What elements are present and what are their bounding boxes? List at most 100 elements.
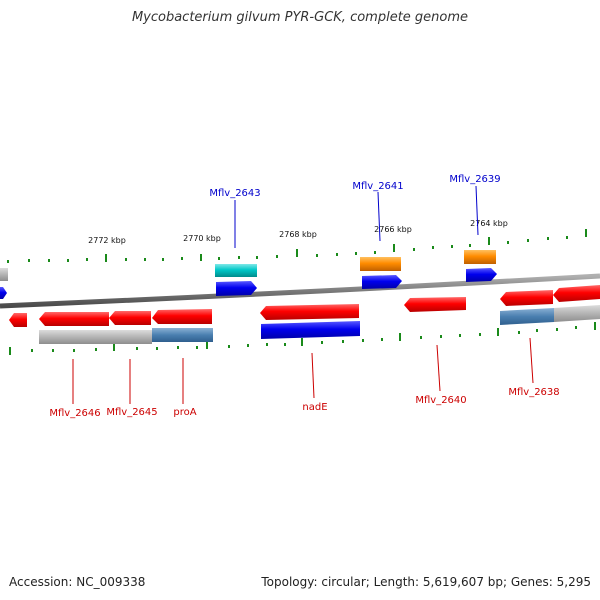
gene-arrow[interactable] — [0, 287, 7, 299]
minor-tick — [266, 343, 268, 346]
gene-arrow[interactable] — [404, 297, 466, 312]
minor-tick — [162, 258, 164, 261]
gene-block[interactable] — [360, 257, 401, 271]
gene-arrow[interactable] — [39, 312, 109, 326]
minor-tick — [218, 257, 220, 260]
minor-tick — [432, 246, 434, 249]
minor-tick — [196, 346, 198, 349]
minor-tick — [566, 236, 568, 239]
minor-tick — [374, 251, 376, 254]
minor-tick — [336, 253, 338, 256]
major-tick — [393, 244, 395, 252]
minor-tick — [420, 336, 422, 339]
minor-tick — [479, 333, 481, 336]
gene-label[interactable]: Mflv_2643 — [209, 188, 260, 199]
scale-label: 2770 kbp — [183, 234, 221, 243]
major-tick — [296, 249, 298, 257]
gene-block[interactable] — [261, 321, 360, 339]
gene-arrow[interactable] — [362, 275, 402, 289]
gene-label[interactable]: nadE — [302, 402, 327, 413]
gene-arrow[interactable] — [9, 313, 27, 327]
minor-tick — [321, 341, 323, 344]
minor-tick — [362, 339, 364, 342]
genome-title: Mycobacterium gilvum PYR-GCK, complete g… — [131, 10, 469, 25]
minor-tick — [86, 258, 88, 261]
major-tick — [594, 322, 596, 330]
major-tick — [200, 254, 202, 261]
minor-tick — [136, 347, 138, 350]
gene-arrow[interactable] — [553, 285, 600, 302]
scale-label: 2766 kbp — [374, 225, 412, 234]
accession-label: Accession: NC_009338 — [9, 575, 146, 589]
gene-block[interactable] — [109, 330, 152, 344]
minor-tick — [95, 348, 97, 351]
minor-tick — [125, 258, 127, 261]
minor-tick — [547, 237, 549, 240]
gene-block[interactable] — [0, 268, 8, 281]
gene-arrow[interactable] — [152, 309, 212, 324]
minor-tick — [247, 344, 249, 347]
callout-line — [436, 344, 441, 392]
gene-label[interactable]: Mflv_2641 — [352, 181, 403, 192]
gene-block[interactable] — [215, 264, 257, 277]
reverse-genes — [9, 285, 600, 344]
minor-tick — [181, 257, 183, 260]
gene-label[interactable]: Mflv_2638 — [508, 387, 559, 398]
gene-label[interactable]: Mflv_2640 — [415, 395, 466, 406]
minor-tick — [156, 347, 158, 350]
gene-label[interactable]: Mflv_2646 — [49, 408, 100, 419]
minor-tick — [469, 244, 471, 247]
gene-block[interactable] — [152, 328, 213, 342]
minor-tick — [31, 349, 33, 352]
minor-tick — [67, 259, 69, 262]
major-tick — [113, 343, 115, 351]
genome-backbone — [0, 273, 600, 309]
callout-line — [529, 337, 534, 384]
gene-block[interactable] — [39, 330, 109, 344]
minor-tick — [276, 255, 278, 258]
gene-block[interactable] — [464, 250, 496, 264]
gene-arrow[interactable] — [466, 268, 497, 282]
minor-tick — [238, 256, 240, 259]
minor-tick — [459, 334, 461, 337]
major-tick — [399, 333, 401, 341]
scale-ruler-lower — [9, 322, 596, 355]
gene-label[interactable]: Mflv_2645 — [106, 407, 157, 418]
callout-line — [475, 185, 479, 236]
minor-tick — [144, 258, 146, 261]
minor-tick — [536, 329, 538, 332]
gene-arrow[interactable] — [500, 290, 553, 306]
minor-tick — [355, 252, 357, 255]
major-tick — [9, 347, 11, 355]
minor-tick — [440, 335, 442, 338]
minor-tick — [256, 256, 258, 259]
minor-tick — [518, 331, 520, 334]
major-tick — [105, 254, 107, 262]
gene-arrow[interactable] — [109, 311, 151, 325]
major-tick — [497, 328, 499, 336]
minor-tick — [284, 343, 286, 346]
gene-block[interactable] — [500, 308, 554, 325]
forward-genes — [0, 250, 497, 299]
minor-tick — [28, 259, 30, 262]
gene-label[interactable]: Mflv_2639 — [449, 174, 500, 185]
minor-tick — [7, 260, 9, 263]
gene-arrow[interactable] — [260, 304, 359, 320]
scale-label: 2764 kbp — [470, 219, 508, 228]
gene-arrow[interactable] — [216, 281, 257, 296]
minor-tick — [451, 245, 453, 248]
gene-label[interactable]: proA — [173, 407, 196, 418]
minor-tick — [48, 259, 50, 262]
minor-tick — [575, 326, 577, 329]
minor-tick — [177, 346, 179, 349]
major-tick — [488, 237, 490, 245]
major-tick — [206, 341, 208, 349]
minor-tick — [556, 328, 558, 331]
gene-block[interactable] — [554, 305, 600, 322]
minor-tick — [527, 239, 529, 242]
minor-tick — [381, 338, 383, 341]
callout-line — [377, 191, 381, 242]
scale-label: 2768 kbp — [279, 230, 317, 239]
minor-tick — [413, 248, 415, 251]
